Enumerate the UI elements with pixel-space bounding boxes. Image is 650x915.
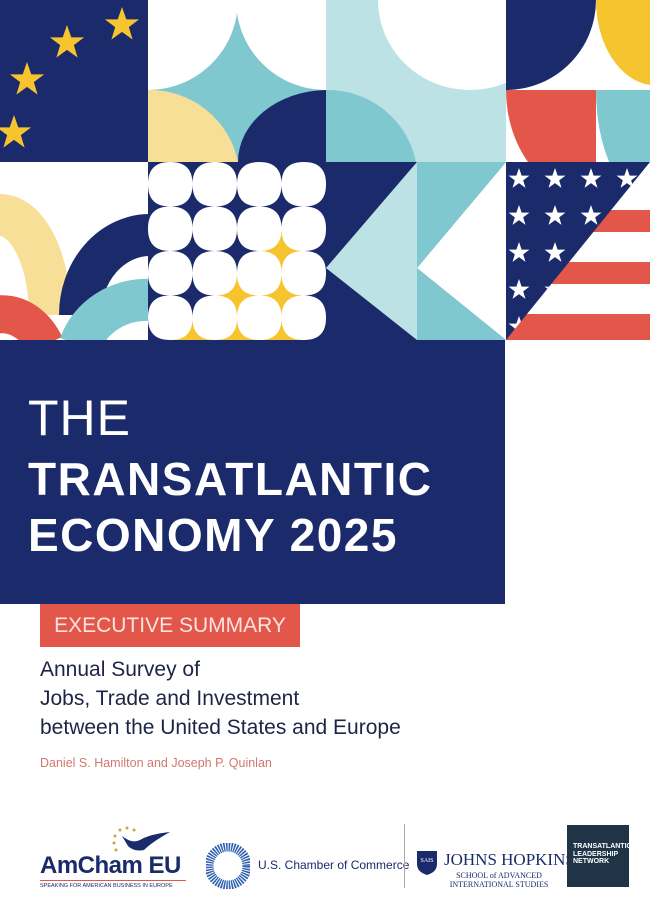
k-shape-tile bbox=[326, 162, 506, 340]
diamond-shape bbox=[170, 273, 215, 318]
diamond-shape bbox=[259, 318, 304, 340]
title-line-1: THE bbox=[28, 390, 131, 446]
diamond-shape bbox=[170, 162, 215, 184]
diamond-shape bbox=[170, 229, 215, 273]
arcs-tile bbox=[506, 0, 650, 162]
diamond-shape bbox=[148, 229, 170, 273]
johns-hopkins-school: SCHOOL of ADVANCED INTERNATIONAL STUDIES bbox=[449, 871, 549, 890]
svg-text:SAIS: SAIS bbox=[420, 858, 433, 864]
cover-pattern-art bbox=[0, 0, 650, 340]
diamond-shape bbox=[215, 162, 259, 184]
title-line-3: ECONOMY 2025 bbox=[28, 509, 398, 561]
arcs-tile bbox=[326, 0, 506, 162]
diamond-shape bbox=[148, 273, 170, 318]
diamond-shape bbox=[215, 229, 259, 273]
amcham-eagle-logo-icon bbox=[112, 826, 170, 852]
diamond-shape bbox=[304, 162, 326, 184]
title-block bbox=[0, 340, 505, 604]
logo-divider bbox=[404, 824, 405, 888]
diamond-shape bbox=[304, 318, 326, 340]
diamond-shape bbox=[259, 162, 304, 184]
diamond-shape bbox=[148, 162, 170, 184]
subtitle-line: Jobs, Trade and Investment bbox=[40, 687, 300, 710]
diamond-shape bbox=[215, 184, 259, 229]
subtitle-line: Annual Survey of bbox=[40, 658, 200, 681]
johns-hopkins-logo: JOHNS HOPKINS bbox=[444, 850, 575, 869]
arcs-tile bbox=[148, 0, 326, 162]
diamond-shape bbox=[148, 184, 170, 229]
title-line-2: TRANSATLANTIC bbox=[28, 453, 433, 505]
diamond-shape bbox=[259, 184, 304, 229]
diamond-shape bbox=[215, 273, 259, 318]
diamond-pattern-tile bbox=[148, 162, 326, 340]
diamond-shape bbox=[259, 273, 304, 318]
executive-summary-label: EXECUTIVE SUMMARY bbox=[40, 604, 300, 647]
rings-tile bbox=[0, 162, 148, 340]
eu-stars-tile bbox=[0, 0, 148, 162]
diamond-shape bbox=[170, 184, 215, 229]
us-flag-tile bbox=[506, 162, 650, 340]
amcham-eu-logo: AmCham EU bbox=[40, 852, 181, 879]
us-chamber-logo-icon bbox=[206, 843, 250, 889]
diamond-shape bbox=[148, 318, 170, 340]
amcham-tagline: SPEAKING FOR AMERICAN BUSINESS IN EUROPE bbox=[40, 880, 186, 889]
us-chamber-logo: U.S. Chamber of Commerce bbox=[258, 858, 410, 872]
diamond-shape bbox=[259, 229, 304, 273]
diamond-shape bbox=[215, 318, 259, 340]
diamond-shape bbox=[170, 318, 215, 340]
sais-shield-icon: SAIS bbox=[417, 851, 437, 875]
diamond-shape bbox=[304, 184, 326, 229]
transatlantic-leadership-network-logo: TRANSATLANTIC LEADERSHIP NETWORK bbox=[567, 825, 632, 887]
authors: Daniel S. Hamilton and Joseph P. Quinlan bbox=[40, 756, 272, 770]
diamond-shape bbox=[304, 229, 326, 273]
subtitle-line: between the United States and Europe bbox=[40, 716, 401, 739]
diamond-shape bbox=[304, 273, 326, 318]
